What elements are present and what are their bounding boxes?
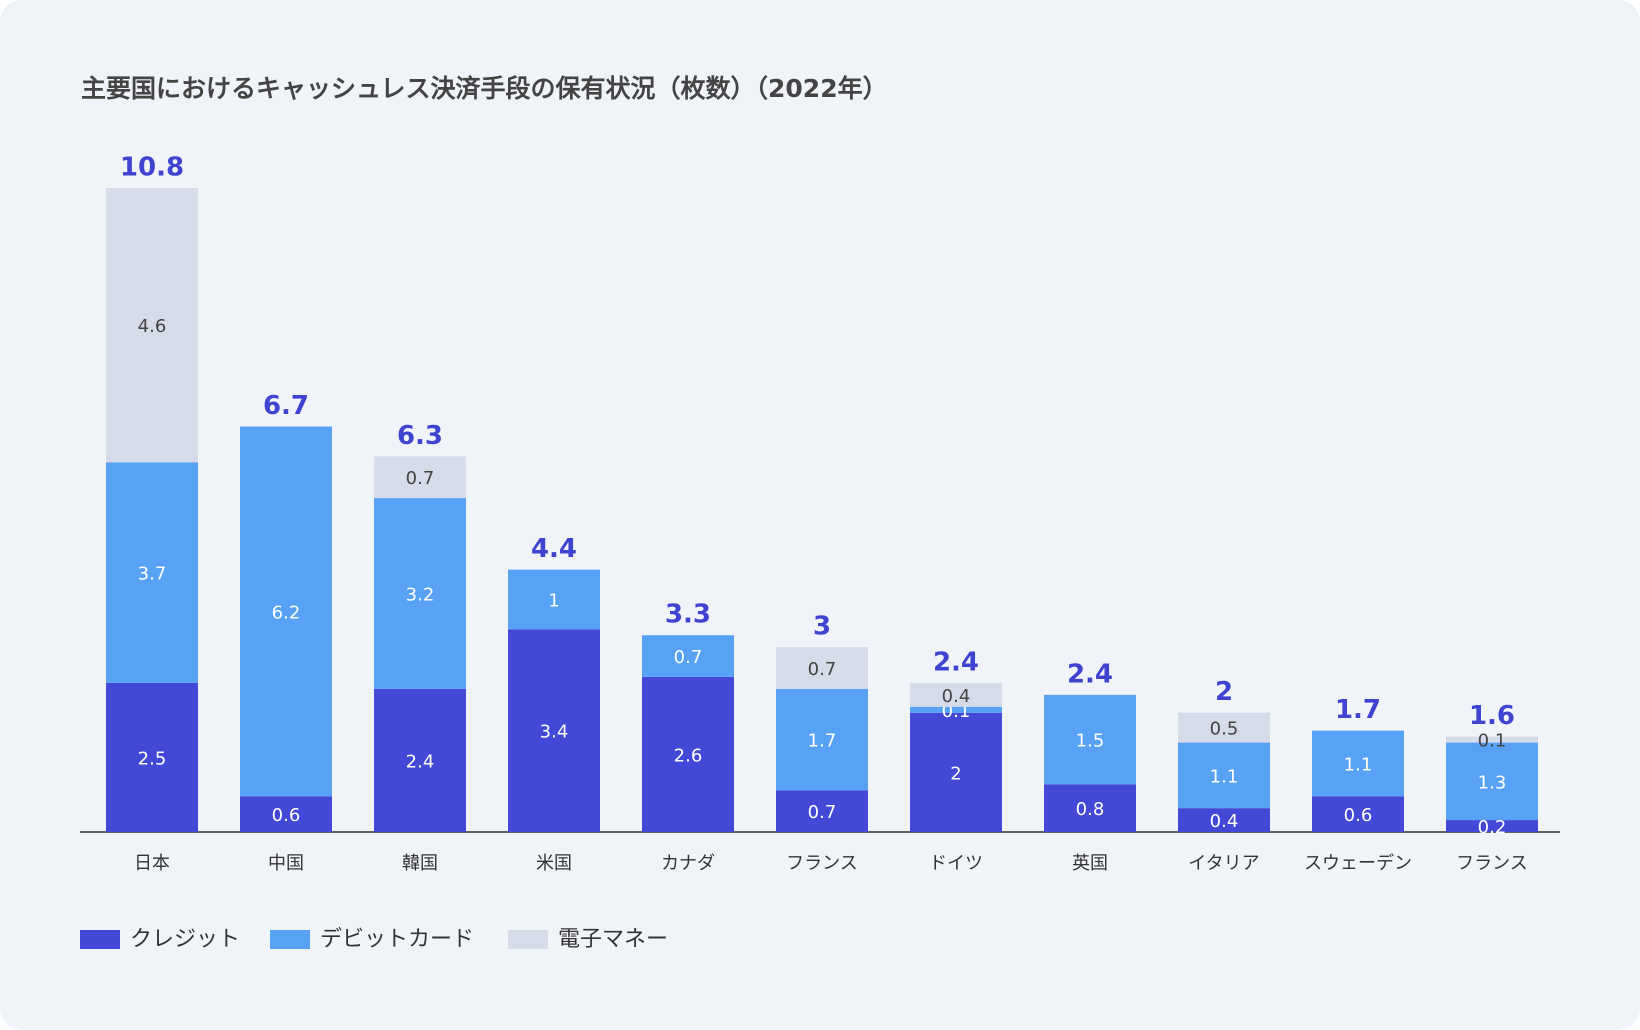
- x-tick-label: スウェーデン: [1304, 853, 1412, 874]
- bar-segment: [106, 188, 198, 463]
- x-tick-label: イタリア: [1188, 853, 1259, 874]
- total-label: 2.4: [933, 647, 979, 677]
- total-label: 3: [813, 612, 831, 642]
- bar-segment: [642, 676, 734, 832]
- bar-segment: [374, 456, 466, 499]
- segment-label: 0.6: [1344, 805, 1373, 826]
- bar-segment: [1044, 694, 1136, 785]
- bar-segment: [1312, 730, 1404, 797]
- segment-label: 2: [950, 763, 961, 784]
- legend-label: 電子マネー: [558, 927, 668, 952]
- x-tick-label: 韓国: [402, 853, 438, 874]
- segment-label: 1.1: [1344, 754, 1373, 775]
- legend-swatch: [80, 930, 120, 949]
- segment-label: 3.2: [406, 584, 435, 605]
- segment-label: 1: [548, 590, 559, 611]
- bar-segment: [240, 796, 332, 832]
- bar-segment: [642, 635, 734, 677]
- bar-segment: [1178, 712, 1270, 743]
- segment-label: 4.6: [138, 316, 167, 337]
- x-tick-label: 米国: [536, 853, 572, 874]
- segment-label: 2.4: [406, 751, 435, 772]
- bar-segment: [776, 790, 868, 832]
- segment-label: 0.8: [1076, 799, 1105, 820]
- total-label: 2.4: [1067, 659, 1113, 689]
- segment-label: 0.1: [1478, 731, 1507, 752]
- segment-label: 0.2: [1478, 817, 1507, 838]
- segment-label: 0.7: [406, 468, 435, 489]
- total-label: 3.3: [665, 600, 711, 630]
- segment-label: 0.7: [808, 659, 837, 680]
- segment-label: 3.4: [540, 722, 569, 743]
- x-tick-label: ドイツ: [929, 853, 983, 874]
- segment-label: 2.6: [674, 745, 703, 766]
- bar-segment: [910, 712, 1002, 832]
- x-tick-label: 英国: [1072, 853, 1108, 874]
- total-label: 4.4: [531, 534, 577, 564]
- bar-segment: [1178, 742, 1270, 809]
- legend-label: デビットカード: [320, 927, 474, 952]
- bar-segment: [240, 426, 332, 797]
- bar-segment: [106, 462, 198, 683]
- segment-label: 2.5: [138, 748, 167, 769]
- bar-segment: [910, 682, 1002, 707]
- total-label: 1.6: [1469, 701, 1515, 731]
- segment-label: 1.7: [808, 731, 837, 752]
- segment-label: 0.6: [272, 805, 301, 826]
- bar-segment: [776, 688, 868, 791]
- x-tick-label: 日本: [134, 853, 170, 874]
- legend-swatch: [508, 930, 548, 949]
- bar-segment: [1446, 820, 1538, 832]
- segment-label: 0.7: [808, 802, 837, 823]
- bar-segment: [508, 629, 600, 832]
- legend-swatch: [270, 930, 310, 949]
- chart-title: 主要国におけるキャッシュレス決済手段の保有状況（枚数）（2022年）: [81, 74, 888, 103]
- bar-segment: [1446, 742, 1538, 821]
- segment-label: 0.5: [1210, 719, 1239, 740]
- total-label: 10.8: [120, 153, 184, 183]
- bar-segment: [106, 682, 198, 832]
- total-label: 2: [1215, 677, 1233, 707]
- total-label: 6.3: [397, 421, 443, 451]
- segment-label: 1.5: [1076, 731, 1105, 752]
- segment-label: 0.4: [942, 686, 971, 707]
- segment-label: 6.2: [272, 602, 301, 623]
- bar-segment: [910, 706, 1002, 713]
- bar-segment: [374, 498, 466, 689]
- segment-label: 0.7: [674, 647, 703, 668]
- bar-segment: [1044, 784, 1136, 832]
- bar-segment: [1446, 736, 1538, 743]
- total-label: 6.7: [263, 391, 309, 421]
- total-label: 1.7: [1335, 695, 1381, 725]
- bar-segment: [1312, 796, 1404, 832]
- x-tick-label: 中国: [268, 853, 304, 874]
- segment-label: 3.7: [138, 564, 167, 585]
- x-tick-label: フランス: [1456, 853, 1528, 874]
- bar-segment: [776, 647, 868, 689]
- segment-label: 0.4: [1210, 811, 1239, 832]
- x-tick-label: フランス: [786, 853, 858, 874]
- bar-segment: [1178, 808, 1270, 832]
- bar-segment: [374, 688, 466, 832]
- segment-label: 1.3: [1478, 772, 1507, 793]
- legend-label: クレジット: [130, 927, 240, 952]
- segment-label: 1.1: [1210, 766, 1239, 787]
- x-tick-label: カナダ: [661, 853, 715, 874]
- bar-segment: [508, 569, 600, 630]
